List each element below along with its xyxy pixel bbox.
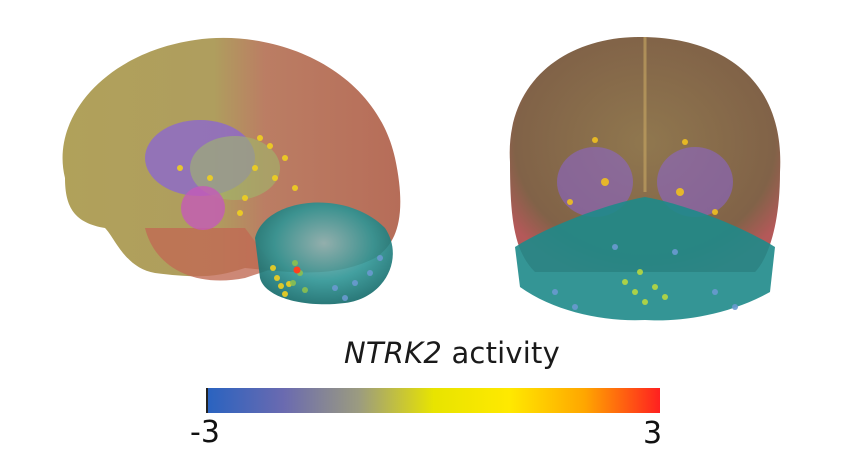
colorbar-title-suffix: activity [442,336,560,370]
colorbar-max-label: 3 [643,416,663,451]
colorbar [206,388,660,413]
colorbar-title: NTRK2 activity [344,336,560,370]
colorbar-min-label: -3 [190,415,220,450]
sagittal-brain-view [45,28,425,328]
gene-name: NTRK2 [344,336,443,370]
coronal-brain-view [495,32,795,322]
